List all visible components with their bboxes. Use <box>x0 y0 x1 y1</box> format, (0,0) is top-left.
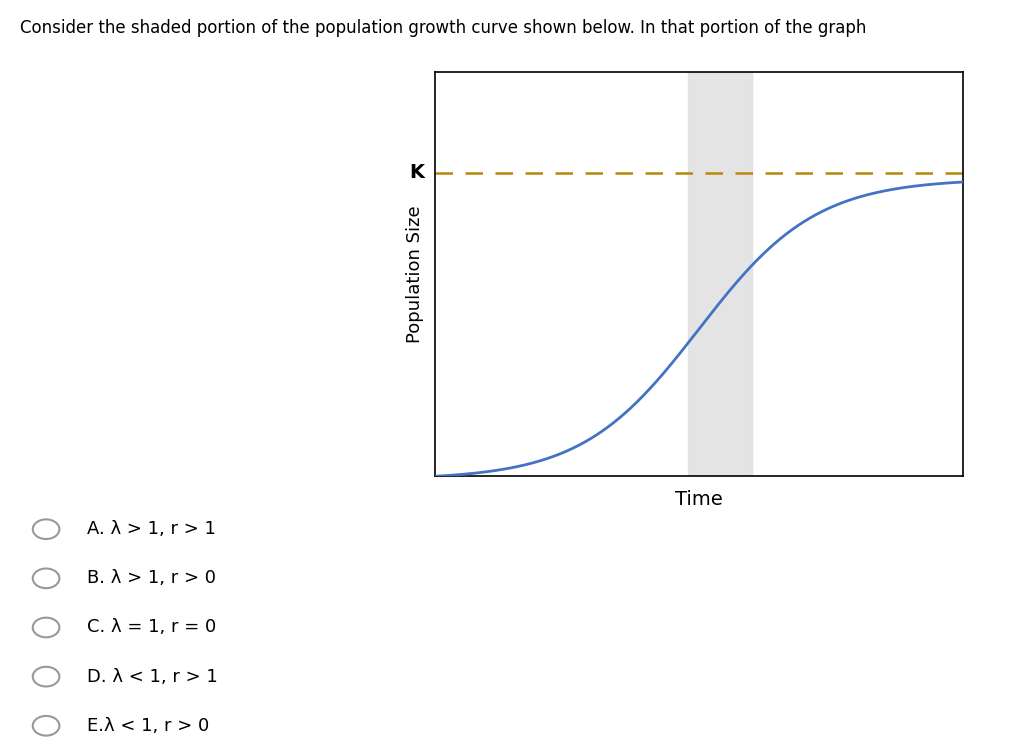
Y-axis label: Population Size: Population Size <box>407 205 424 343</box>
Text: A. λ > 1, r > 1: A. λ > 1, r > 1 <box>87 520 216 538</box>
Bar <box>688 72 752 476</box>
Text: C. λ = 1, r = 0: C. λ = 1, r = 0 <box>87 618 216 637</box>
Text: B. λ > 1, r > 0: B. λ > 1, r > 0 <box>87 569 216 587</box>
Text: D. λ < 1, r > 1: D. λ < 1, r > 1 <box>87 668 218 686</box>
Text: E.λ < 1, r > 0: E.λ < 1, r > 0 <box>87 717 209 735</box>
Text: K: K <box>410 163 424 182</box>
Text: Consider the shaded portion of the population growth curve shown below. In that : Consider the shaded portion of the popul… <box>20 19 867 37</box>
X-axis label: Time: Time <box>675 490 723 510</box>
